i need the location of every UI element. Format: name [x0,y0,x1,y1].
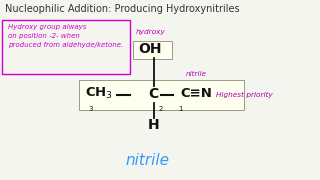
Text: 2: 2 [158,106,163,112]
FancyBboxPatch shape [2,20,130,74]
Text: OH: OH [139,42,162,57]
Text: 1: 1 [178,106,182,112]
Text: CH$_3$: CH$_3$ [85,86,113,101]
Text: Highest priority: Highest priority [216,91,273,98]
Text: hydroxy: hydroxy [135,29,165,35]
Text: C≡N: C≡N [180,87,212,100]
Text: C: C [148,87,159,101]
Text: 3: 3 [88,106,92,112]
Text: H: H [148,118,159,132]
Text: nitrile: nitrile [125,153,169,168]
Text: Nucleophilic Addition: Producing Hydroxynitriles: Nucleophilic Addition: Producing Hydroxy… [5,4,239,15]
Text: nitrile: nitrile [186,71,207,77]
FancyBboxPatch shape [79,80,244,110]
FancyBboxPatch shape [133,41,172,59]
Text: Hydroxy group always
on position -2- when
produced from aldehyde/ketone.: Hydroxy group always on position -2- whe… [8,24,123,48]
